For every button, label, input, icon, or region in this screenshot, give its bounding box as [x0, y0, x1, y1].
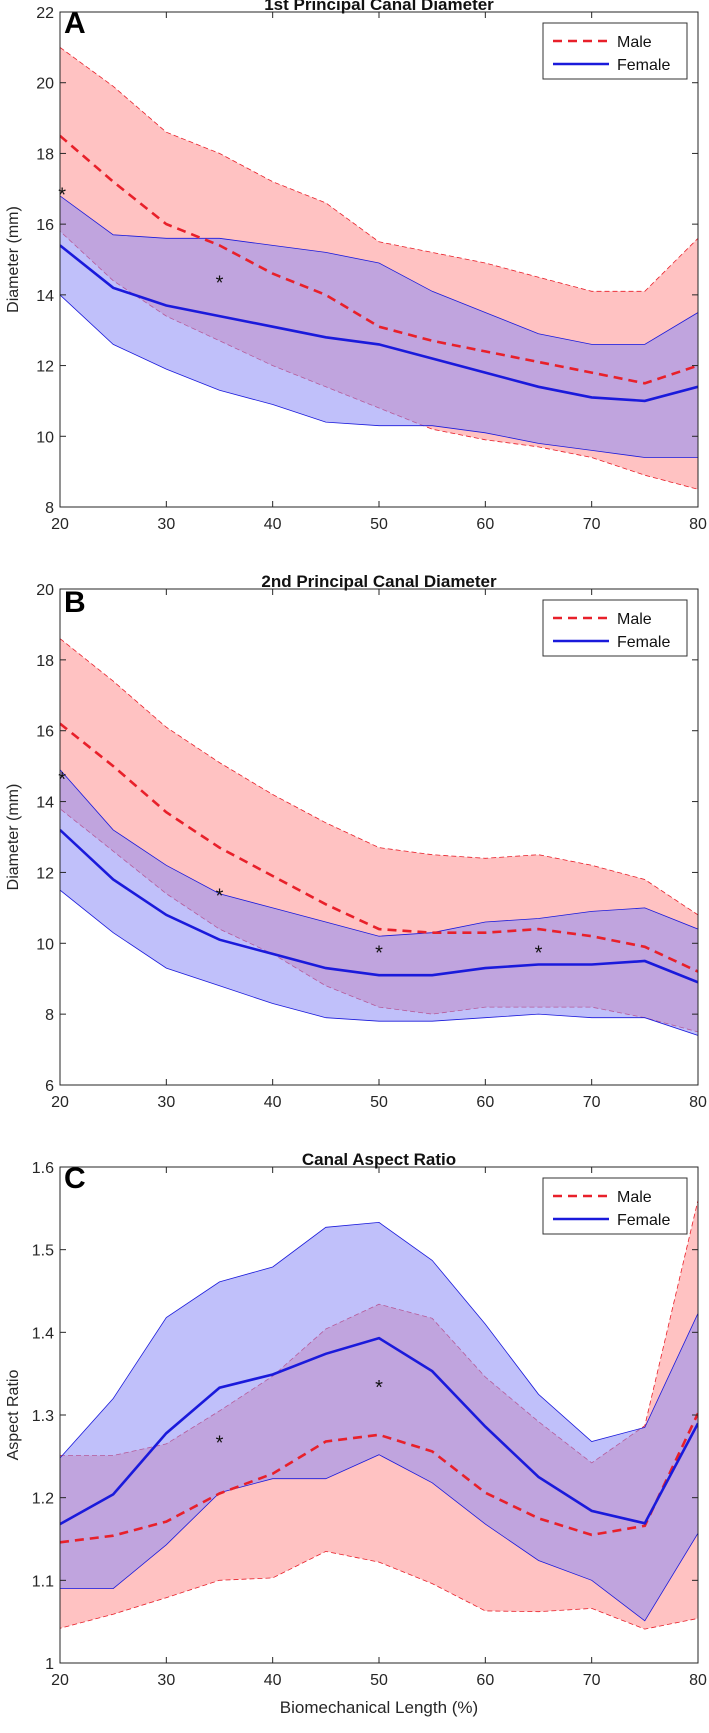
legend: Male Female	[542, 1177, 688, 1235]
legend-box	[542, 599, 688, 657]
x-tick-label: 40	[264, 1094, 282, 1111]
significance-marker: *	[375, 1377, 383, 1399]
female-legend-label: Female	[617, 57, 670, 74]
male-legend-label: Male	[617, 611, 652, 628]
legend-box	[542, 1177, 688, 1235]
y-tick-label: 12	[36, 865, 54, 882]
y-tick-label: 1.4	[32, 1325, 54, 1342]
x-tick-label: 60	[476, 1094, 494, 1111]
x-tick-label: 30	[157, 516, 175, 533]
plot-area	[60, 46, 698, 490]
female-mean-line	[60, 828, 698, 984]
y-tick-label: 1.5	[32, 1243, 54, 1260]
x-tick-label: 50	[370, 516, 388, 533]
y-tick-label: 1.1	[32, 1573, 54, 1590]
male-mean-line	[60, 722, 698, 973]
x-tick-label: 80	[689, 1672, 707, 1689]
y-tick-label: 1.2	[32, 1491, 54, 1508]
x-axis-label: Biomechanical Length (%)	[280, 1698, 478, 1717]
y-axis-label: Aspect Ratio	[5, 1370, 22, 1461]
chart-title: 1st Principal Canal Diameter	[264, 0, 494, 14]
male-mean-line	[60, 1412, 698, 1544]
plot-area	[60, 1200, 698, 1630]
x-tick-label: 40	[264, 516, 282, 533]
x-tick-label: 50	[370, 1672, 388, 1689]
y-tick-label: 16	[36, 724, 54, 741]
male-mean-line	[60, 134, 698, 385]
female-sd-band	[60, 195, 698, 458]
x-tick-label: 20	[51, 1094, 69, 1111]
x-tick-label: 30	[157, 1672, 175, 1689]
female-sd-band	[60, 769, 698, 1036]
y-tick-label: 10	[36, 936, 54, 953]
y-tick-label: 8	[45, 1007, 54, 1024]
x-tick-label: 50	[370, 1094, 388, 1111]
y-tick-label: 14	[36, 288, 54, 305]
x-tick-label: 70	[583, 516, 601, 533]
legend: Male Female	[542, 22, 688, 80]
chart-title: 2nd Principal Canal Diameter	[261, 572, 497, 591]
y-tick-label: 18	[36, 146, 54, 163]
y-tick-label: 20	[36, 76, 54, 93]
y-tick-label: 18	[36, 653, 54, 670]
y-tick-label: 16	[36, 217, 54, 234]
y-tick-label: 14	[36, 795, 54, 812]
x-tick-label: 80	[689, 516, 707, 533]
panel-a: * * 8 10 12 14 16 18 20 22 20 30 40 50 60 70 80 1st Princ…	[5, 0, 707, 533]
x-tick-label: 20	[51, 516, 69, 533]
x-tick-label: 30	[157, 1094, 175, 1111]
female-legend-label: Female	[617, 634, 670, 651]
x-tick-label: 60	[476, 516, 494, 533]
significance-marker: *	[216, 886, 224, 908]
y-axis-label: Diameter (mm)	[5, 784, 22, 891]
significance-marker: *	[216, 1433, 224, 1455]
panel-b: * * * * 6 8 10 12 14 16 18 20 20 30 40 50 60 70 80 2nd Prin…	[5, 572, 707, 1111]
significance-marker: *	[58, 769, 66, 791]
y-tick-label: 10	[36, 429, 54, 446]
plot-area	[60, 638, 698, 1036]
female-legend-label: Female	[617, 1212, 670, 1229]
y-tick-label: 1.3	[32, 1408, 54, 1425]
significance-marker: *	[535, 942, 543, 964]
x-tick-label: 80	[689, 1094, 707, 1111]
significance-marker: *	[216, 273, 224, 295]
y-tick-label: 8	[45, 500, 54, 517]
y-tick-label: 6	[45, 1078, 54, 1095]
male-legend-label: Male	[617, 34, 652, 51]
female-mean-line	[60, 1336, 698, 1526]
panel-letter: B	[64, 586, 86, 619]
male-legend-label: Male	[617, 1189, 652, 1206]
legend-box	[542, 22, 688, 80]
y-axis-label: Diameter (mm)	[5, 206, 22, 313]
significance-marker: *	[58, 184, 66, 206]
x-tick-label: 70	[583, 1672, 601, 1689]
y-tick-label: 1.6	[32, 1160, 54, 1177]
x-tick-label: 70	[583, 1094, 601, 1111]
panel-letter: C	[64, 1162, 86, 1195]
legend: Male Female	[542, 599, 688, 657]
panel-letter: A	[64, 7, 86, 40]
y-tick-label: 12	[36, 359, 54, 376]
panel-c: * * 1 1.1 1.2 1.3 1.4 1.5 1.6 20 30 40 50 60 70 80 Canal…	[5, 1150, 707, 1717]
x-tick-label: 40	[264, 1672, 282, 1689]
y-tick-label: 20	[36, 582, 54, 599]
x-tick-label: 60	[476, 1672, 494, 1689]
y-tick-label: 1	[45, 1656, 54, 1673]
x-tick-label: 20	[51, 1672, 69, 1689]
female-mean-line	[60, 244, 698, 403]
y-tick-label: 22	[36, 5, 54, 22]
significance-marker: *	[375, 942, 383, 964]
chart-title: Canal Aspect Ratio	[302, 1150, 456, 1169]
